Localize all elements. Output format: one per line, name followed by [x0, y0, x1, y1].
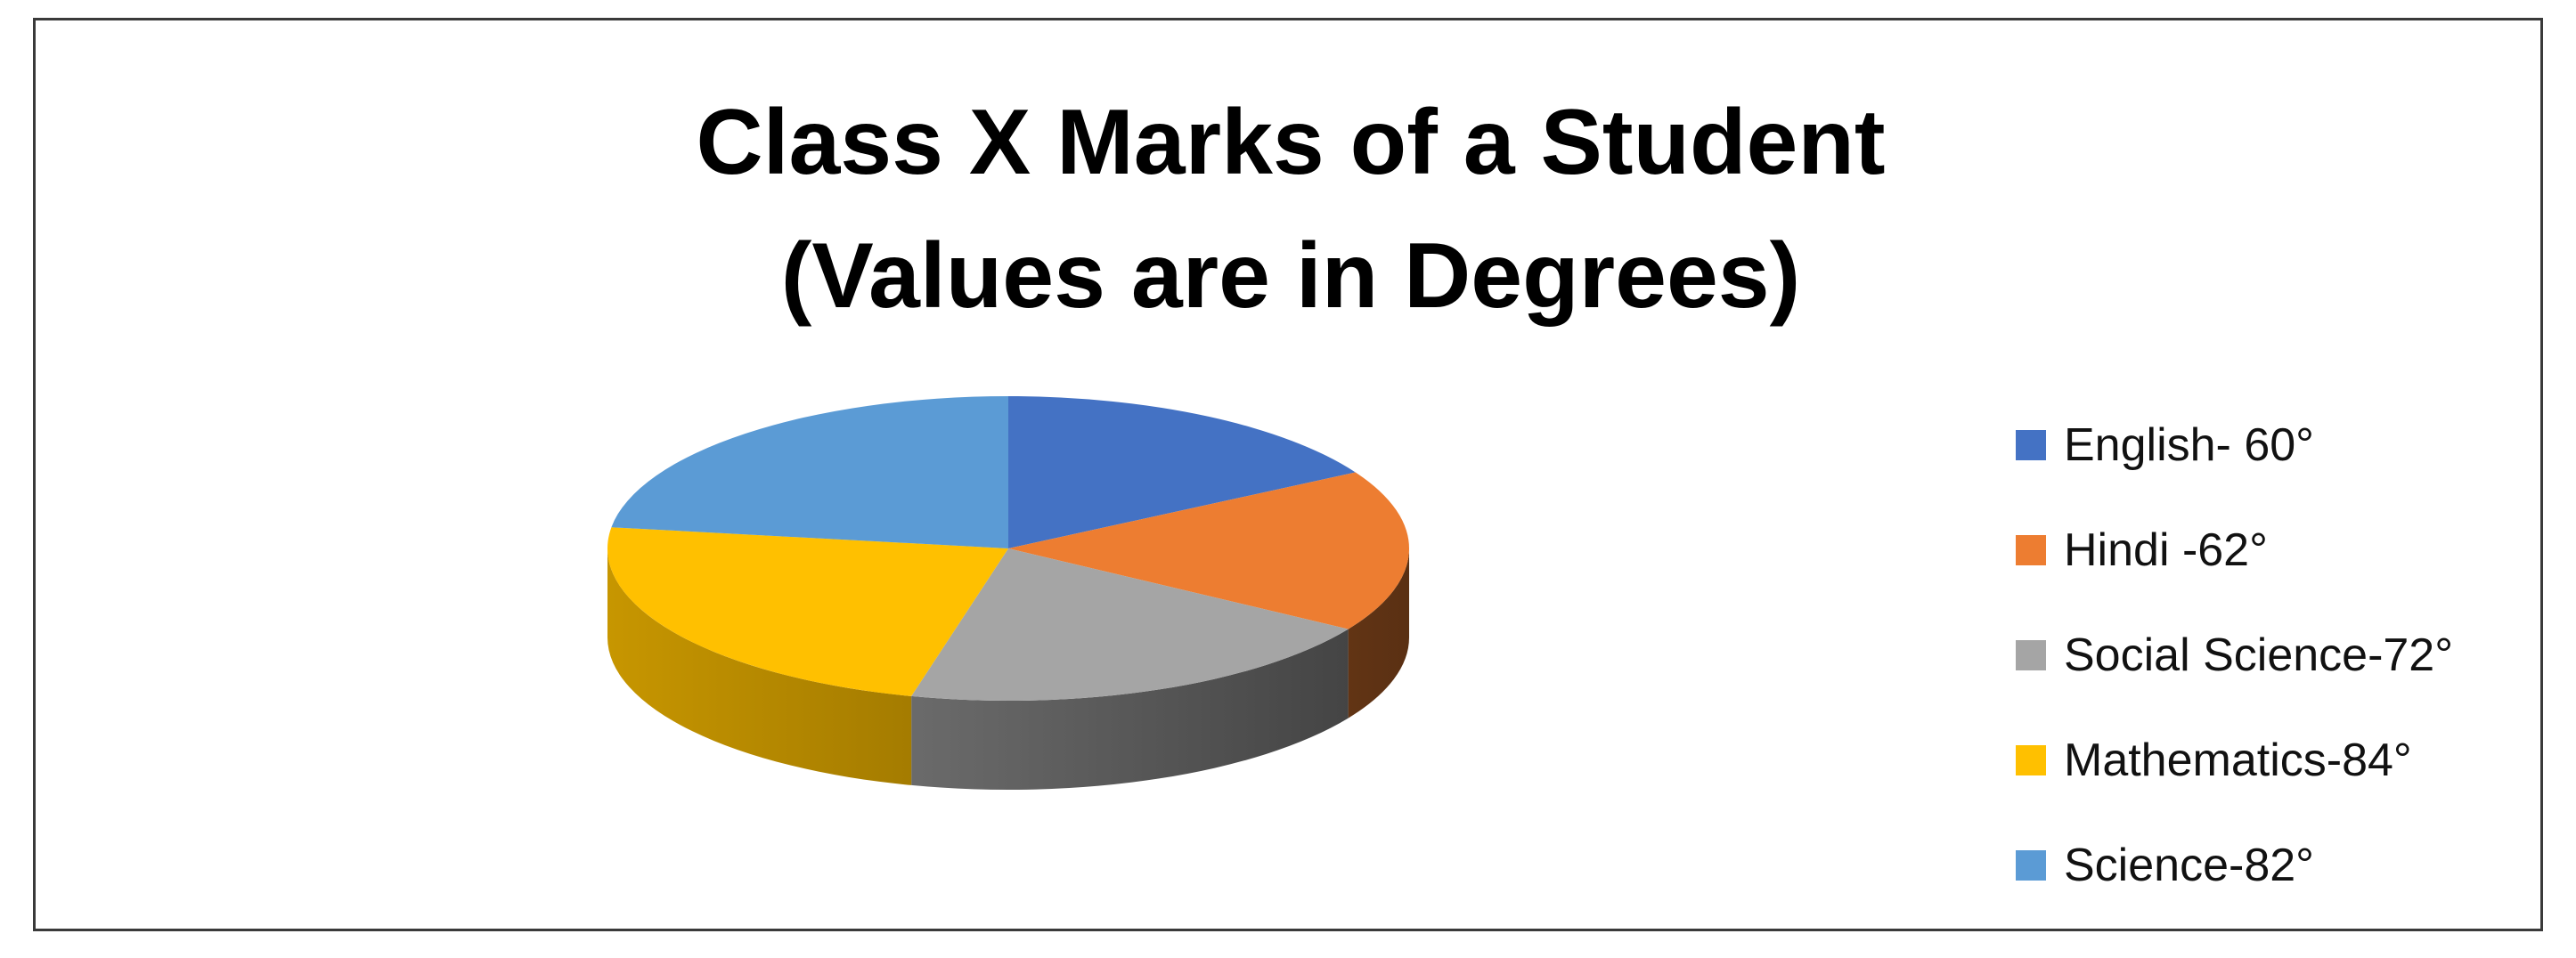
- pie-slice-mathematics: [607, 527, 1008, 696]
- legend-swatch-hindi: [2016, 535, 2046, 565]
- chart-title: Class X Marks of a Student (Values are i…: [36, 76, 2546, 343]
- legend-label-social-science: Social Science-72°: [2064, 629, 2454, 681]
- legend-item-hindi: Hindi -62°: [2016, 498, 2453, 603]
- legend-swatch-mathematics: [2016, 745, 2046, 775]
- pie-chart: [607, 396, 1409, 790]
- legend-swatch-social-science: [2016, 640, 2046, 670]
- pie-top-slices: [607, 396, 1409, 701]
- chart-title-line-2: (Values are in Degrees): [780, 224, 1801, 328]
- legend-label-mathematics: Mathematics-84°: [2064, 735, 2412, 786]
- legend-item-mathematics: Mathematics-84°: [2016, 708, 2453, 813]
- pie-side-social-science: [911, 629, 1349, 790]
- pie-side-mathematics: [607, 548, 912, 785]
- pie-slice-science: [611, 396, 1008, 548]
- pie-slice-english: [1008, 396, 1356, 548]
- legend-swatch-english: [2016, 430, 2046, 460]
- legend: English- 60° Hindi -62° Social Science-7…: [2016, 393, 2453, 918]
- legend-label-hindi: Hindi -62°: [2064, 524, 2268, 576]
- pie-side-walls: [607, 548, 1409, 790]
- chart-frame: Class X Marks of a Student (Values are i…: [33, 18, 2543, 931]
- legend-item-social-science: Social Science-72°: [2016, 603, 2453, 708]
- pie-side-hindi: [1348, 548, 1409, 718]
- legend-item-english: English- 60°: [2016, 393, 2453, 498]
- pie-slice-social-science: [911, 548, 1349, 701]
- pie-slice-hindi: [1008, 472, 1409, 629]
- legend-swatch-science: [2016, 850, 2046, 881]
- legend-item-science: Science-82°: [2016, 813, 2453, 918]
- chart-title-line-1: Class X Marks of a Student: [696, 91, 1886, 194]
- legend-label-science: Science-82°: [2064, 840, 2314, 891]
- legend-label-english: English- 60°: [2064, 419, 2314, 471]
